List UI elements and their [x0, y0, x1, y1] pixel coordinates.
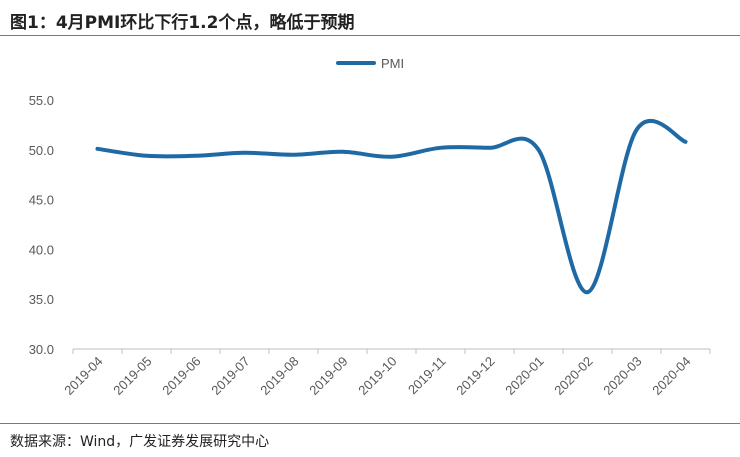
x-tick-label: 2019-06: [159, 354, 203, 398]
y-tick-label: 45.0: [29, 193, 54, 208]
y-axis: 30.0 35.0 40.0 45.0 50.0 55.0: [29, 93, 54, 357]
top-rule: [0, 35, 740, 36]
x-tick-label: 2019-08: [257, 354, 301, 398]
x-tick-label: 2019-07: [208, 354, 252, 398]
y-tick-label: 40.0: [29, 242, 54, 257]
x-tick-label: 2020-03: [600, 354, 644, 398]
x-tick-label: 2019-04: [61, 354, 105, 398]
figure-title: 图1：4月PMI环比下行1.2个点，略低于预期: [10, 13, 355, 33]
series-line-pmi: [95, 119, 688, 295]
x-tick-label: 2020-02: [551, 354, 595, 398]
pmi-line-chart: PMI 30.035.040.045.050.055.0 2019-04 2019…: [29, 56, 711, 398]
x-tick-label: 2019-11: [405, 354, 449, 398]
x-axis-ticks: 2019-04 2019-05 2019-06 2019-07 2019-08 2019-…: [61, 349, 711, 398]
x-tick-label: 2019-12: [453, 354, 497, 398]
x-tick-label: 2020-04: [649, 354, 693, 398]
x-tick-label: 2020-01: [502, 354, 546, 398]
y-tick-label: 35.0: [29, 292, 54, 307]
x-tick-label: 2019-09: [306, 354, 350, 398]
x-tick-label: 2019-10: [355, 354, 399, 398]
y-tick-label: 30.0: [29, 342, 54, 357]
y-tick-label: 55.0: [29, 93, 54, 108]
legend: PMI: [336, 56, 404, 71]
source-note: 数据来源：Wind，广发证券发展研究中心: [10, 434, 270, 450]
x-tick-label: 2019-05: [110, 354, 154, 398]
bottom-rule: [0, 423, 740, 424]
legend-label-pmi: PMI: [381, 56, 404, 71]
y-tick-label: 50.0: [29, 143, 54, 158]
